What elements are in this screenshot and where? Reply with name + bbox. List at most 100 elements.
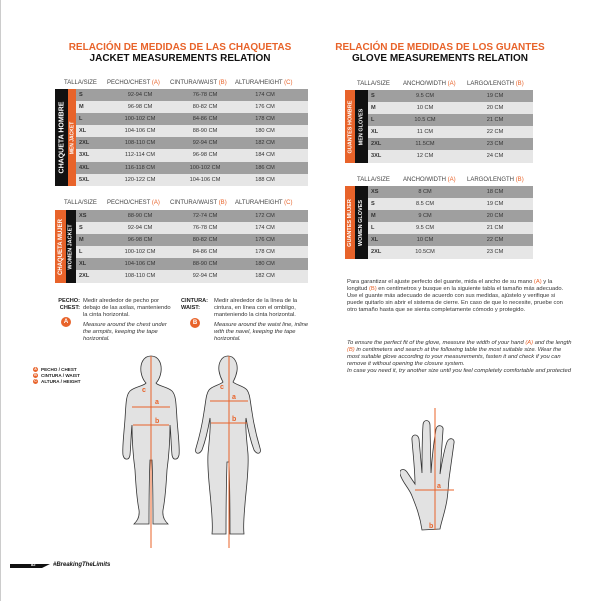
value-cell: 100-102 CM: [124, 249, 156, 256]
value-cell: 19 CM: [486, 201, 504, 208]
women-jacket-label-en: WOMEN JACKET: [66, 210, 76, 283]
women-glove-label-es: GUANTES MUJER: [345, 186, 355, 259]
value-cell: 23 CM: [486, 249, 504, 256]
size-cell: M: [79, 237, 84, 244]
page-number: 82: [31, 562, 36, 567]
table-row: S 92-94 CM 76-78 CM 174 CM: [76, 222, 308, 235]
glove-title-en: GLOVE MEASUREMENTS RELATION: [352, 53, 528, 64]
size-cell: L: [79, 249, 83, 256]
size-cell: 5XL: [79, 176, 90, 183]
value-cell: 100-102 CM: [189, 164, 221, 171]
header-chest-tag: (A): [151, 200, 160, 206]
header-size: TALLA/SIZE: [64, 80, 97, 86]
header-size: TALLA/SIZE: [357, 81, 390, 87]
size-cell: XS: [371, 189, 379, 195]
footer-stripe: [10, 564, 50, 568]
value-cell: 116-118 CM: [125, 164, 155, 171]
hand-label-a: a: [437, 483, 441, 490]
female-label-b: b: [232, 416, 236, 423]
value-cell: 96-98 CM: [192, 152, 218, 159]
table-row: M 10 CM 20 CM: [368, 102, 533, 115]
value-cell: 172 CM: [255, 213, 275, 219]
value-cell: 92-94 CM: [192, 273, 218, 280]
hand-illustration: a b: [400, 408, 455, 531]
value-cell: 100-102 CM: [124, 116, 156, 123]
table-row: XS 88-90 CM 72-74 CM 172 CM: [76, 210, 308, 223]
value-cell: 120-122 CM: [124, 176, 156, 183]
value-cell: 178 CM: [255, 249, 275, 256]
women-jacket-table: XS 88-90 CM 72-74 CM 172 CM S 92-94 CM 76-78 C…: [76, 210, 308, 283]
value-cell: 104-106 CM: [124, 261, 156, 268]
value-cell: 21 CM: [486, 225, 504, 232]
table-row: 3XL 112-114 CM 96-98 CM 184 CM: [76, 149, 308, 162]
glove-instructions-en: To ensure the perfect fit of the glove, …: [347, 340, 572, 374]
header-size: TALLA/SIZE: [64, 200, 97, 206]
footer-hashtag: #BreakingTheLimits: [53, 562, 111, 568]
female-figure: [195, 355, 261, 535]
header-length-tag: (B): [515, 177, 524, 183]
size-cell: S: [79, 225, 83, 232]
value-cell: 108-110 CM: [124, 140, 156, 147]
header-width: ANCHO/WIDTH: [403, 177, 446, 183]
male-label-a: a: [155, 399, 159, 406]
badge-b: B: [190, 318, 200, 328]
value-cell: 8.5 CM: [415, 201, 435, 208]
value-cell: 176 CM: [255, 237, 275, 244]
chest-description: Medir alrededor de pecho por debajo de l…: [83, 298, 171, 342]
female-label-c: c: [220, 384, 224, 391]
value-cell: 88-90 CM: [192, 128, 218, 135]
body-figures-illustration: c a b c a b: [122, 355, 261, 548]
value-cell: 108-110 CM: [124, 273, 156, 280]
size-cell: M: [371, 213, 376, 220]
header-length: LARGO/LENGTH: [467, 177, 515, 183]
value-cell: 23 CM: [486, 141, 504, 148]
value-cell: 76-78 CM: [192, 225, 218, 232]
header-chest: PECHO/CHEST: [107, 200, 151, 206]
size-cell: S: [371, 201, 375, 208]
value-cell: 92-94 CM: [127, 225, 153, 232]
men-jacket-label-es: CHAQUETA HOMBRE: [55, 89, 68, 186]
value-cell: 92-94 CM: [127, 92, 153, 98]
size-cell: S: [79, 92, 83, 98]
value-cell: 182 CM: [255, 273, 275, 280]
page-edge: [0, 0, 1, 601]
size-cell: 2XL: [79, 140, 90, 147]
value-cell: 19 CM: [486, 93, 504, 99]
header-waist: CINTURA/WAIST: [170, 200, 218, 206]
glove-title-es: RELACIÓN DE MEDIDAS DE LOS GUANTES: [335, 42, 545, 53]
header-chest-tag: (A): [151, 80, 160, 86]
badge-a: A: [61, 317, 71, 327]
jacket-title-es: RELACIÓN DE MEDIDAS DE LAS CHAQUETAS: [68, 42, 292, 53]
table-row: L 100-102 CM 84-86 CM 178 CM: [76, 113, 308, 126]
header-height: ALTURA/HEIGHT: [235, 80, 283, 86]
size-cell: L: [371, 225, 375, 232]
men-glove-label-en: MEN GLOVES: [355, 90, 368, 163]
value-cell: 112-114 CM: [125, 152, 155, 159]
value-cell: 186 CM: [255, 164, 275, 171]
header-height-tag: (C): [284, 80, 293, 86]
size-cell: 3XL: [79, 152, 90, 159]
table-row: L 10.5 CM 21 CM: [368, 114, 533, 127]
value-cell: 21 CM: [486, 117, 504, 124]
header-height: ALTURA/HEIGHT: [235, 200, 283, 206]
value-cell: 12 CM: [416, 153, 434, 160]
men-jacket-label-en: MEN JACKET: [68, 89, 76, 186]
waist-label: CINTURA: WAIST:: [181, 298, 209, 311]
value-cell: 76-78 CM: [192, 92, 218, 98]
value-cell: 11.5CM: [415, 141, 435, 148]
value-cell: 9.5 CM: [415, 225, 435, 232]
size-cell: XL: [79, 128, 87, 135]
chest-label: PECHO: CHEST:: [58, 298, 80, 311]
value-cell: 80-82 CM: [192, 237, 218, 244]
size-cell: XL: [371, 129, 379, 136]
header-size: TALLA/SIZE: [357, 177, 390, 183]
value-cell: 22 CM: [486, 237, 504, 244]
legend-item: A PECHO / CHEST: [33, 366, 77, 372]
table-row: L 9.5 CM 21 CM: [368, 222, 533, 235]
header-width-tag: (A): [447, 177, 456, 183]
waist-description: Medir alrededor de la línea de la cintur…: [214, 298, 309, 342]
value-cell: 174 CM: [255, 92, 275, 98]
table-row: 2XL 10.5CM 23 CM: [368, 246, 533, 259]
size-cell: XL: [79, 261, 87, 268]
header-waist: CINTURA/WAIST: [170, 80, 218, 86]
